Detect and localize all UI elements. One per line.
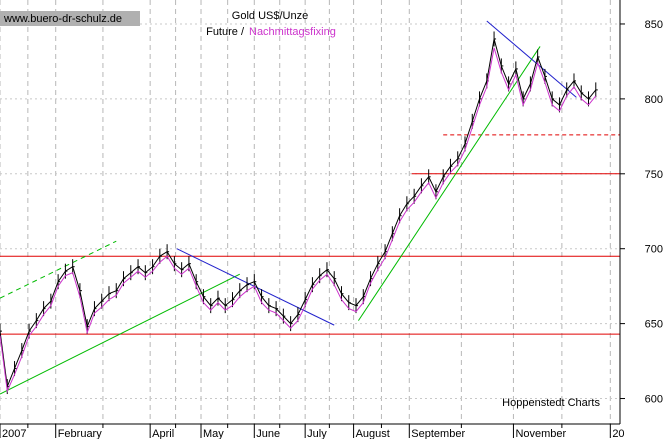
series-layer	[0, 31, 598, 395]
y-tick-label: 700	[645, 244, 663, 256]
x-axis-ticks: 2007 February April May June July August Septem…	[0, 424, 625, 439]
chart-subtitle-fixing: Nachmittagsfixing	[249, 26, 336, 38]
source-label: www.buero-dr-schulz.de	[3, 13, 122, 25]
y-tick-label: 650	[645, 319, 663, 331]
horizontal-lines	[0, 134, 620, 335]
grid-layer	[0, 0, 620, 424]
x-tick-label: May	[203, 428, 224, 439]
series-nachmittagsfixing	[0, 47, 597, 393]
chart-subtitle-future: Future /	[206, 26, 245, 38]
y-axis-ticks: 600 650 700 750 800 850	[620, 19, 663, 406]
x-tick-label: 20	[612, 428, 624, 439]
trend-line	[486, 20, 577, 98]
trend-line	[176, 248, 335, 326]
x-tick-label: July	[307, 428, 327, 439]
series-line	[0, 47, 597, 393]
x-tick-label: September	[411, 428, 465, 439]
chart-title: Gold US$/Unze	[232, 10, 308, 22]
y-tick-label: 600	[645, 394, 663, 406]
trend-line	[358, 46, 541, 321]
y-tick-label: 750	[645, 169, 663, 181]
chart-credit: Hoppenstedt Charts	[502, 397, 600, 409]
x-tick-label: 2007	[2, 428, 26, 439]
y-tick-label: 850	[645, 19, 663, 31]
source-label-box	[0, 11, 140, 26]
x-tick-label: April	[152, 428, 174, 439]
x-tick-label: June	[256, 428, 280, 439]
x-tick-label: August	[356, 428, 390, 439]
trend-line	[0, 240, 117, 299]
y-tick-label: 800	[645, 94, 663, 106]
x-tick-label: February	[58, 428, 103, 439]
x-tick-label: November	[515, 428, 566, 439]
